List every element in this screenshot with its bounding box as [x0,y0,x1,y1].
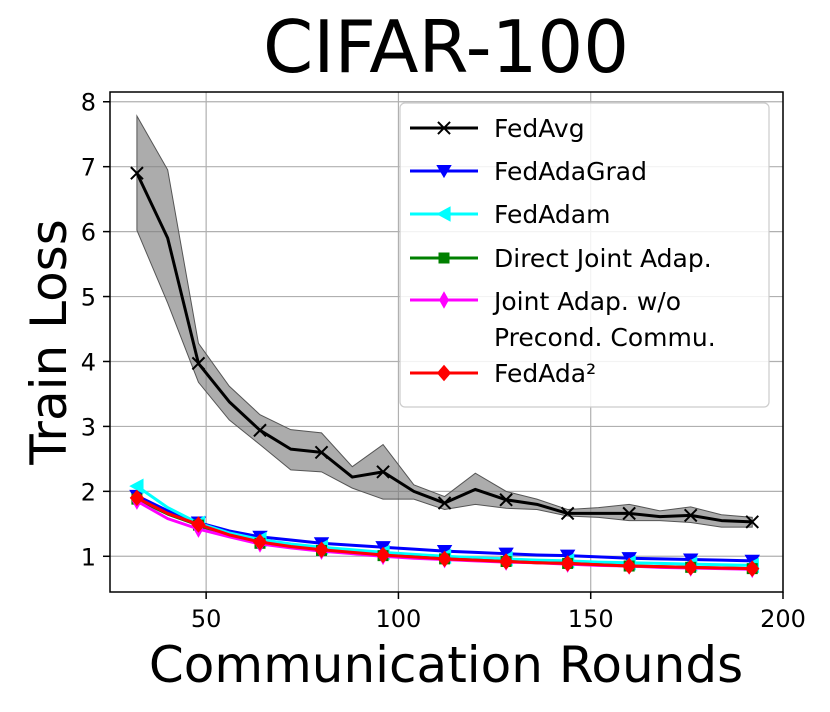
data-point [375,546,391,564]
x-tick-label: 200 [760,605,806,633]
data-point [129,478,144,494]
legend-label: FedAdam [494,200,610,229]
data-point [252,533,268,551]
y-tick-label: 3 [81,413,96,441]
y-axis-label: Train Loss [20,219,78,466]
legend-box [399,102,770,408]
fedavg-band [136,114,753,528]
data-point [129,489,145,507]
data-point [314,541,329,559]
data-point [683,508,698,523]
legend-label: FedAda² [494,359,596,388]
data-point [191,356,206,371]
data-point [437,550,452,568]
x-axis-label: Communication Rounds [149,636,743,694]
legend-label: Direct Joint Adap. [494,244,712,273]
legend-label: Joint Adap. w/o [492,287,681,316]
legend-label: FedAvg [494,114,585,143]
axis-ticks: 50 100 150 200 1 2 3 4 5 6 7 8 [81,89,806,633]
y-tick-label: 7 [81,154,96,182]
y-tick-label: 8 [81,89,96,117]
series-5 [129,489,760,577]
y-tick-label: 2 [81,478,96,506]
data-point [683,559,698,576]
data-point [745,515,759,529]
data-point [253,423,267,438]
y-tick-label: 1 [81,543,96,571]
data-point [130,166,144,180]
legend-label: FedAdaGrad [494,157,647,186]
chart-title: CIFAR-100 [263,5,629,89]
legend-label: Precond. Commu. [494,323,716,352]
x-tick-label: 50 [191,605,222,633]
series-0 [130,166,759,529]
data-point [376,465,390,479]
y-tick-label: 6 [81,219,96,247]
data-point [191,516,206,533]
series-layer [129,166,760,579]
data-point [622,506,636,521]
data-point [437,496,452,510]
data-point [745,560,760,577]
fedavg-std-band [136,114,753,528]
legend-marker [436,206,451,222]
legend-marker [436,364,452,382]
data-point [314,445,329,460]
legend-marker [439,291,449,309]
data-point [498,553,514,570]
plot-frame [109,91,784,593]
legend: FedAvg FedAdaGrad FedAdam Direct Joint Adap… [399,102,770,408]
x-tick-label: 150 [568,605,614,633]
x-tick-label: 100 [376,605,422,633]
legend-marker [438,252,450,264]
legend-marker [437,121,451,135]
y-tick-label: 5 [81,284,96,312]
data-point [560,555,575,572]
legend-marker [436,164,452,179]
data-point [499,493,513,507]
data-point [560,506,575,521]
y-tick-label: 4 [81,348,96,376]
data-point [622,557,637,575]
